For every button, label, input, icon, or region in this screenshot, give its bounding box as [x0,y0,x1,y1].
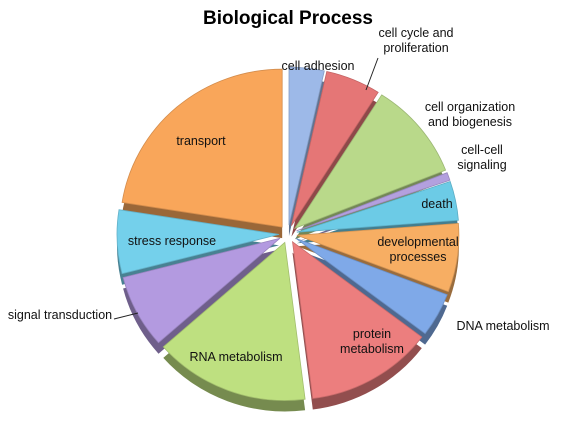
pie-slice-cell-cell-signaling [296,172,451,232]
pie-slice-signal-transduction [122,237,281,344]
slice-labels: cell adhesion cell cycle and proliferation… [8,26,550,364]
leader-line-cell-cycle-and-proliferation [365,57,379,91]
slice-label-cell-cycle-and-proliferation: cell cycle and proliferation [378,26,453,55]
pie-slice-cell-cycle-and-proliferation [291,71,379,226]
slice-label-dna-metabolism: DNA metabolism [456,319,549,333]
pie-slice-developmental-processes [296,222,460,293]
pie-slice-cell-adhesion [288,66,325,226]
pie-slice-cell-organization-and-biogenesis [293,94,447,230]
slice-label-rna-metabolism: RNA metabolism [189,350,282,364]
leader-line-signal-transduction [113,312,139,320]
pie-slices [116,66,460,412]
slice-label-signal-transduction: signal transduction [8,308,112,322]
slice-label-stress-response: stress response [128,234,216,248]
pie-slice-transport [121,68,283,228]
slice-label-cell-cell-signaling: cell-cell signaling [457,143,506,172]
slice-label-death: death [421,197,452,211]
slice-label-transport: transport [176,134,226,148]
slice-label-protein-metabolism: protein metabolism [340,327,404,356]
slice-label-developmental-processes: developmental processes [377,235,458,264]
slice-label-cell-organization-and-biogenesis: cell organization and biogenesis [425,100,515,129]
slice-label-cell-adhesion: cell adhesion [282,59,355,73]
pie-slice-dna-metabolism [295,237,448,335]
pie-slice-rna-metabolism [162,241,306,401]
pie-slice-protein-metabolism [291,240,423,399]
chart-title: Biological Process [203,8,373,29]
pie-slice-stress-response [116,209,280,275]
pie-slice-death [296,180,459,233]
